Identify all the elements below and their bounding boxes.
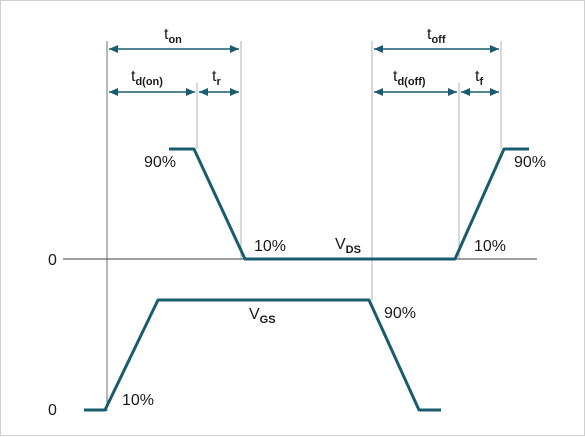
label-ds-90-right: 90%: [514, 154, 546, 171]
vgs-waveform: [84, 298, 441, 412]
label-zero-ds: 0: [48, 252, 57, 269]
label-ds-90-left: 90%: [144, 154, 176, 171]
label-vgs: VGS: [249, 306, 276, 326]
label-zero-gs: 0: [48, 402, 57, 419]
label-vds: VDS: [335, 236, 361, 256]
vds-waveform: [169, 147, 529, 261]
label-tdoff: td(off): [393, 68, 426, 88]
label-gs-90: 90%: [384, 305, 416, 322]
label-tf: tf: [475, 68, 483, 88]
label-ds-10-left: 10%: [254, 238, 286, 255]
label-ds-10-right: 10%: [474, 238, 506, 255]
label-tdon: td(on): [131, 68, 163, 88]
label-toff: toff: [427, 26, 446, 46]
label-gs-10: 10%: [122, 392, 154, 409]
label-tr: tr: [212, 68, 221, 88]
label-ton: ton: [164, 26, 182, 46]
